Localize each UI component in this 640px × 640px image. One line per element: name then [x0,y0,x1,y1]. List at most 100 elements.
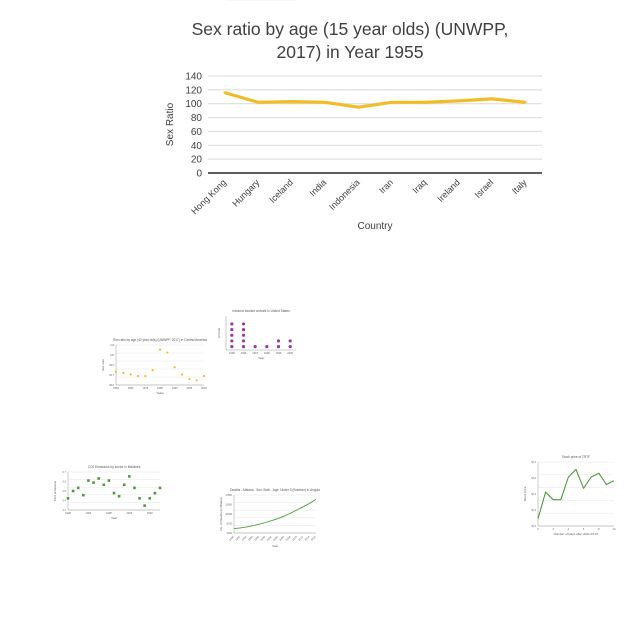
mini-x-tick-label: 1996 [241,351,247,355]
mini-x-tick-label: 1995 [229,351,235,355]
mini-x-tick-label: 2008 [285,534,292,541]
x-tick-label: Indonesia [327,177,362,212]
mini-y-tick-label: 10000 [225,513,232,516]
mini-x-tick-label: 2 [552,527,554,531]
mini-x-axis-title: Year [258,356,264,360]
y-tick-label: 20 [191,155,203,166]
mini-data-point [241,333,246,337]
mini-data-point [230,345,234,349]
mini-y-tick-label: 0.5 [63,490,67,493]
data-point [457,99,460,103]
mini-x-tick-label: 0 [537,527,539,531]
mini-y-tick-label: 113 [110,344,114,347]
mini-y-tick-label: 53.4 [531,493,536,496]
mini-x-tick-label: 2002 [266,534,273,541]
mini-x-tick-label: 2000 [259,534,266,541]
mini-x-tick-label: 2012 [297,534,304,541]
mini-y-tick-label: 52.9 [531,509,536,512]
mini-x-tick-label: 8 [598,527,600,531]
mini-data-point [276,339,281,343]
mini-data-point [148,497,152,500]
mini-y-tick-label: 52.5 [531,525,536,528]
x-tick-label: India [307,177,328,198]
data-point [524,101,527,104]
mini-x-tick-label: 2002 [126,511,132,515]
mini-x-tick-label: 2004 [272,534,279,541]
mini-x-tick-label: 1992 [234,534,241,541]
mini-x-tick-label: 4 [568,527,570,531]
mini-x-tick-label: 1996 [247,534,254,541]
mini-data-point [253,345,257,349]
mini-y-tick-label: 17800 [225,494,232,497]
mini-x-axis-title: Years [156,391,164,395]
y-tick-label: 100 [185,99,202,110]
mini-y-tick-label: 53.8 [531,477,536,480]
mini-data-point [188,377,191,381]
data-point [290,100,293,103]
x-tick-label: Hungary [230,177,261,208]
mini-chart-title: Inbound tourism arrivals in United State… [232,309,290,313]
mini-x-tick-label: 2015 [201,386,207,390]
mini-x-tick-label: 2016 [310,534,317,541]
y-tick-label: 40 [191,141,203,152]
mini-x-tick-label: 1955 [113,386,119,390]
y-tick-label: 0 [196,169,202,180]
mini-data-point [76,486,80,490]
y-tick-label: 60 [191,127,203,138]
mini-y-axis-title: Sex ratio [101,359,105,371]
mini-x-axis-title: Year [272,544,278,548]
mini-data-point [288,339,292,343]
mini-data-point [241,322,246,326]
data-point [357,105,360,109]
mini-y-tick-label: 0.7 [63,471,67,474]
mini-data-point [230,333,234,337]
mini-y-tick-label: 0.4 [63,499,67,502]
mini-data-point [173,366,176,369]
mini-data-point [241,345,246,349]
mini-data-point [276,345,281,349]
mini-x-tick-label: 2006 [147,511,153,515]
mini-data-point [122,483,126,487]
mini-data-point [158,348,162,351]
mini-data-point [114,370,118,373]
mini-x-tick-label: 1965 [128,386,134,390]
chart-title: Sex ratio by age (15 year olds) (UNWPP, … [191,19,509,62]
mini-data-point [133,486,136,490]
mini-data-point [241,339,246,343]
mini-y-tick-label: 54.2 [531,461,536,464]
mini-data-point [138,497,141,500]
mini-y-axis-title: Arrivals [217,328,221,339]
x-tick-label: Israel [473,177,496,200]
mini-x-tick-label: 1990 [65,511,71,515]
x-tick-label: Iraq [410,177,428,195]
mini-data-point [122,371,125,375]
mini-data-point [288,345,292,349]
x-tick-label: Iran [377,177,395,195]
mini-data-point [102,483,106,487]
mini-chart-title: Stock price of TRTF [562,455,590,459]
mini-data-point [129,373,132,376]
mini-x-tick-label: 10 [613,527,616,531]
x-axis-title: Country [357,221,392,232]
mini-x-tick-label: 1995 [172,386,178,390]
data-point [323,101,327,104]
mini-data-point [202,374,206,378]
mini-data-point [195,379,198,382]
mini-x-tick-label: 1999 [276,351,282,355]
mini-x-tick-label: 1990 [228,534,235,541]
mini-x-tick-label: 1994 [240,534,247,541]
data-point [256,101,260,104]
mini-y-tick-label: 99.5 [109,364,114,367]
mini-x-axis-title: Year [111,516,117,520]
mini-data-point [143,504,146,507]
mini-data-point [66,497,70,500]
mini-x-tick-label: 2010 [291,534,298,541]
mini-data-point [107,479,111,482]
mini-x-tick-label: 1985 [157,386,163,390]
mini-x-axis-title: Number of Days after 2021-04-07 [554,532,599,536]
mini-x-tick-label: 1998 [264,351,270,355]
mini-series-line [537,468,615,519]
mini-data-point [92,481,95,484]
mini-data-point [112,491,116,495]
mini-x-tick-label: 1975 [142,386,148,390]
